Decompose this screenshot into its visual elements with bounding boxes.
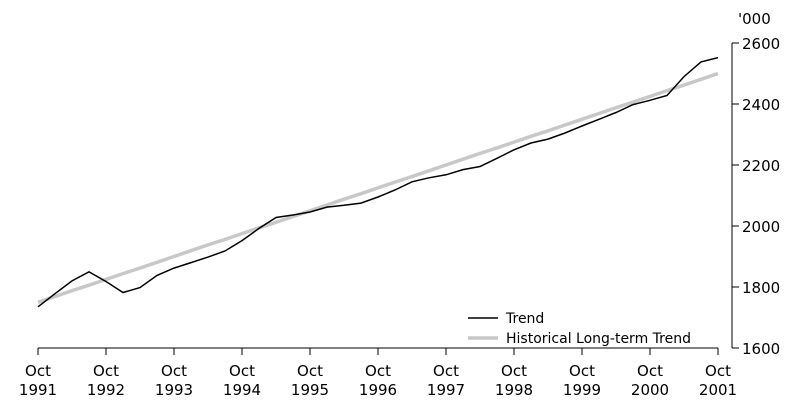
y-tick-label: 2400 <box>742 96 780 114</box>
x-tick-label: Oct 1998 <box>495 362 533 399</box>
series-line <box>37 56 719 308</box>
x-tick-label: Oct 1994 <box>223 362 261 399</box>
series-line <box>37 71 719 304</box>
x-tick-label: Oct 1995 <box>291 362 329 399</box>
x-tick-label: Oct 1999 <box>563 362 601 399</box>
y-tick-label: 2600 <box>742 35 780 53</box>
y-tick-label: 1800 <box>742 279 780 297</box>
x-tick-label: Oct 2001 <box>699 362 737 399</box>
x-tick-label: Oct 2000 <box>631 362 669 399</box>
y-tick-label: 2200 <box>742 157 780 175</box>
x-tick-label: Oct 1997 <box>427 362 465 399</box>
x-tick-label: Oct 1996 <box>359 362 397 399</box>
y-unit-label: '000 <box>738 10 771 28</box>
x-tick-label: Oct 1991 <box>19 362 57 399</box>
legend-label: Trend <box>505 311 544 327</box>
y-tick-label: 2000 <box>742 218 780 236</box>
y-tick-label: 1600 <box>742 340 780 358</box>
x-tick-label: Oct 1992 <box>87 362 125 399</box>
x-tick-label: Oct 1993 <box>155 362 193 399</box>
legend-label: Historical Long-term Trend <box>506 331 691 347</box>
